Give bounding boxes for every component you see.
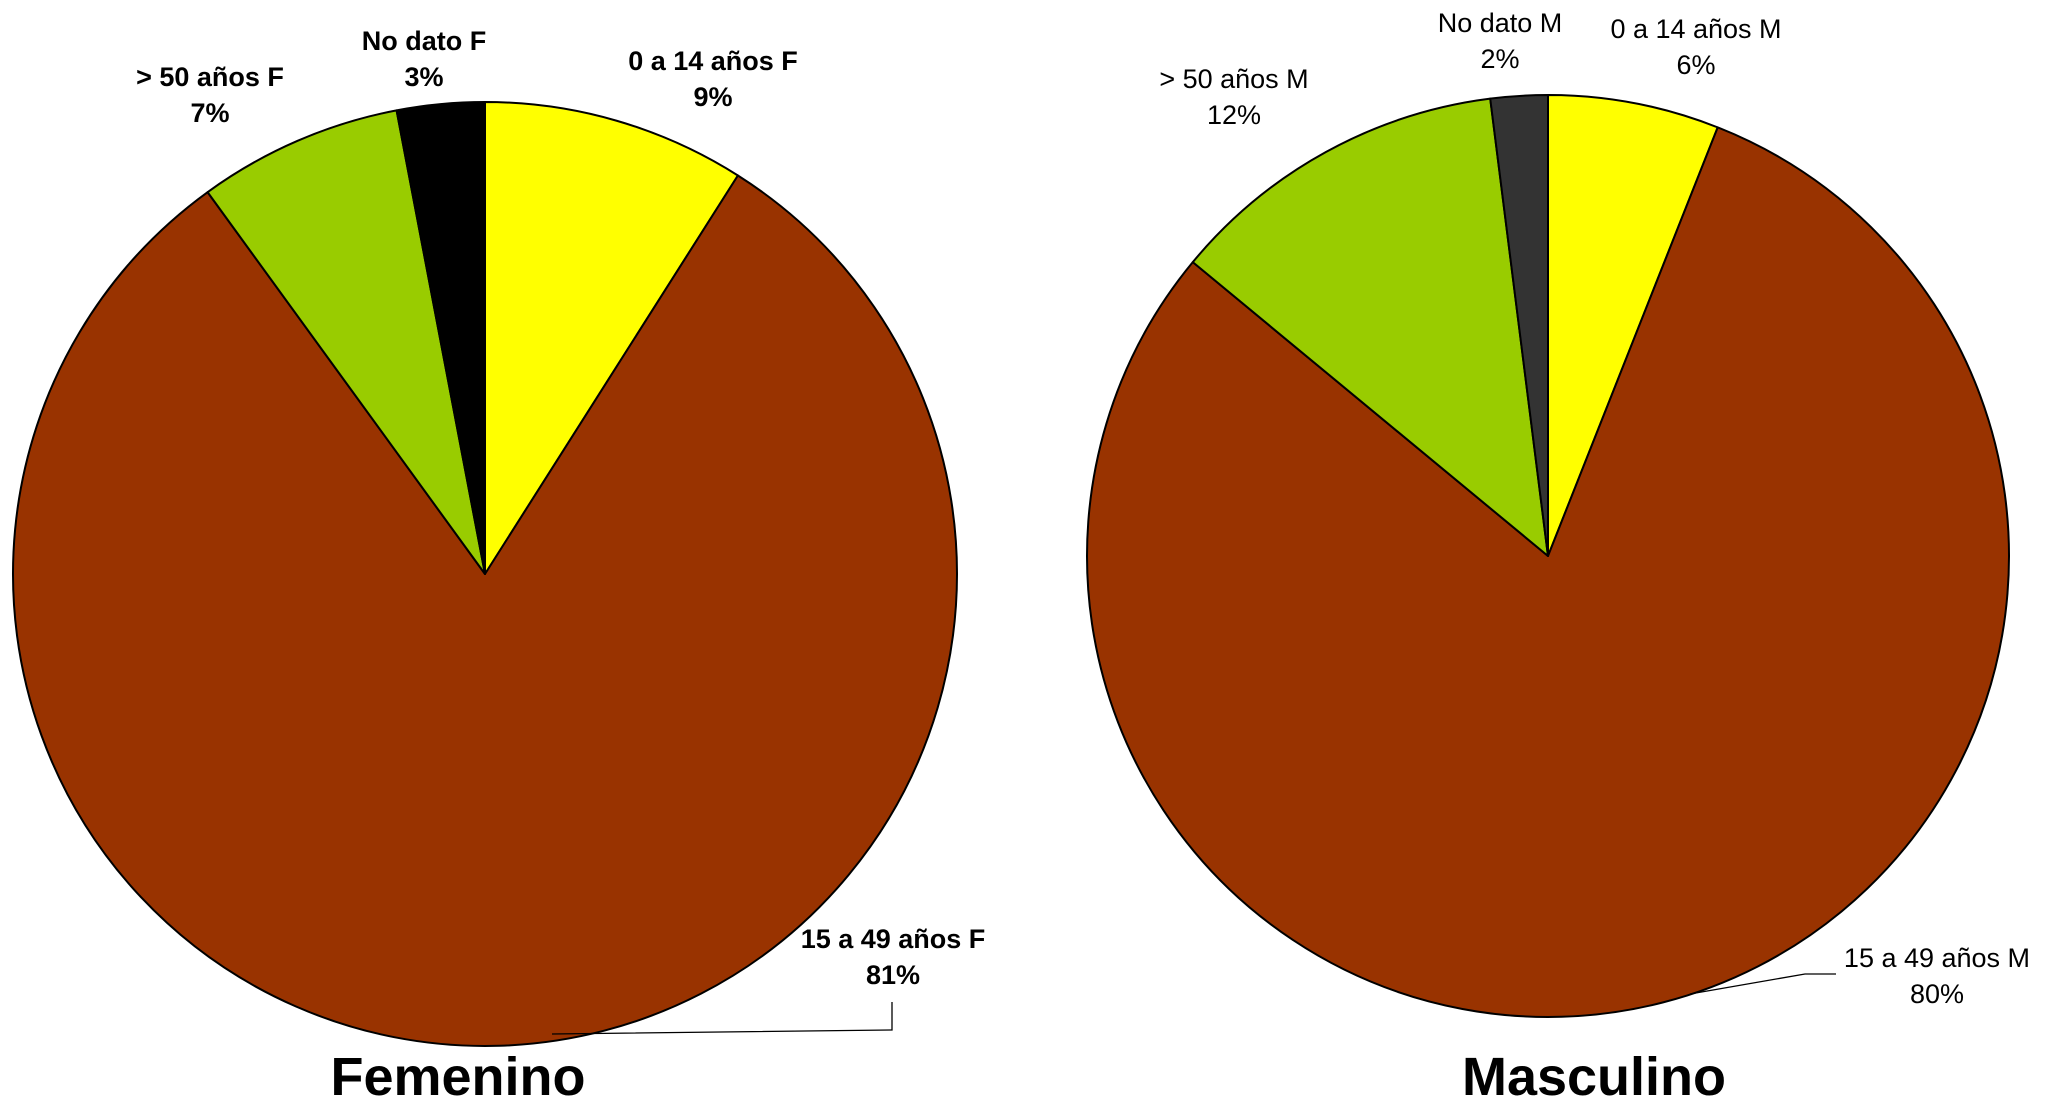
data-label-no-dato-f: No dato F 3%	[362, 26, 486, 92]
pie-chart-masculino: 0 a 14 años M 6% 15 a 49 años M 80% > 50 año…	[1086, 8, 2030, 1018]
pie-slice-0-a-14-anos-f	[484, 101, 739, 575]
data-label-percent: 80%	[1910, 979, 1964, 1009]
pie-slice-50-anos-f	[206, 109, 486, 575]
data-label-category: > 50 años M	[1159, 64, 1308, 94]
data-label-50-anos-f: > 50 años F 7%	[136, 62, 284, 128]
pie-slice-0-a-14-anos-m	[1547, 94, 1719, 557]
chart-title-femenino: Femenino	[330, 1047, 585, 1107]
data-label-15-a-49-anos-f: 15 a 49 años F 81%	[801, 924, 986, 990]
data-label-0-a-14-anos-f: 0 a 14 años F 9%	[628, 46, 798, 112]
leader-line-15-a-49-anos-f	[551, 1002, 893, 1035]
data-label-category: 15 a 49 años M	[1844, 943, 2030, 973]
data-label-category: 0 a 14 años M	[1610, 14, 1781, 44]
pie-slice-15-a-49-anos-f	[12, 174, 958, 1047]
pie-slice-15-a-49-anos-m	[1086, 126, 2010, 1018]
leader-line-15-a-49-anos-m	[1689, 973, 1836, 995]
data-label-percent: 7%	[190, 98, 229, 128]
data-label-category: No dato F	[362, 26, 486, 56]
data-label-0-a-14-anos-m: 0 a 14 años M 6%	[1610, 14, 1781, 80]
data-label-category: 0 a 14 años F	[628, 46, 798, 76]
data-label-percent: 3%	[404, 62, 443, 92]
pie-slice-no-dato-m	[1489, 94, 1549, 557]
pie-chart-femenino: 0 a 14 años F 9% 15 a 49 años F 81% > 50 año…	[12, 26, 986, 1047]
pie-slice-50-anos-m	[1191, 97, 1549, 557]
chart-title-masculino: Masculino	[1462, 1047, 1726, 1107]
data-label-percent: 6%	[1676, 50, 1715, 80]
data-label-category: No dato M	[1438, 8, 1563, 38]
data-label-percent: 12%	[1207, 100, 1261, 130]
data-label-15-a-49-anos-m: 15 a 49 años M 80%	[1844, 943, 2030, 1009]
data-label-percent: 2%	[1480, 44, 1519, 74]
data-label-percent: 9%	[693, 82, 732, 112]
data-label-percent: 81%	[866, 960, 920, 990]
data-label-no-dato-m: No dato M 2%	[1438, 8, 1563, 74]
data-label-category: > 50 años F	[136, 62, 284, 92]
pie-slice-no-dato-f	[395, 101, 486, 575]
data-label-category: 15 a 49 años F	[801, 924, 986, 954]
data-label-50-anos-m: > 50 años M 12%	[1159, 64, 1308, 130]
